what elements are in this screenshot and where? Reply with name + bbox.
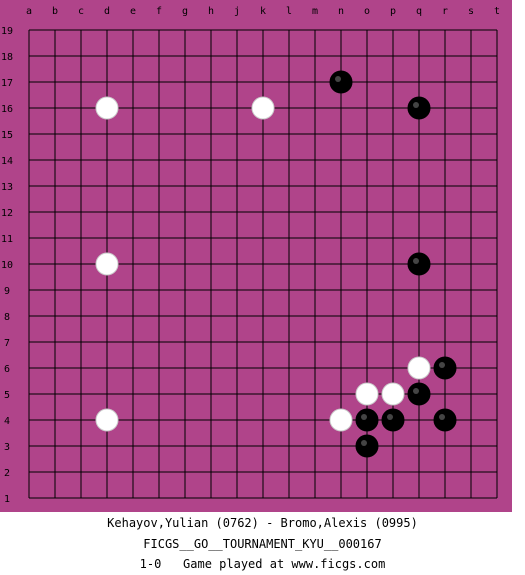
- row-label-11: 11: [1, 234, 13, 245]
- column-label-f: f: [156, 6, 162, 17]
- white-stone-d4: [95, 408, 119, 432]
- row-label-17: 17: [1, 78, 13, 89]
- column-label-p: p: [390, 6, 396, 17]
- white-stone-p5: [381, 382, 405, 406]
- column-label-h: h: [208, 6, 214, 17]
- black-stone-highlight: [413, 102, 419, 108]
- row-label-7: 7: [4, 338, 10, 349]
- black-stone-r6: [433, 356, 457, 380]
- row-label-9: 9: [4, 286, 10, 297]
- row-label-5: 5: [4, 390, 10, 401]
- black-stone-highlight: [439, 362, 445, 368]
- white-stone-q6: [407, 356, 431, 380]
- black-stone-highlight: [413, 388, 419, 394]
- white-stone-o5: [355, 382, 379, 406]
- row-label-4: 4: [4, 416, 10, 427]
- column-label-k: k: [260, 6, 266, 17]
- row-label-16: 16: [1, 104, 13, 115]
- black-stone-q10: [407, 252, 431, 276]
- column-label-m: m: [312, 6, 318, 17]
- result-caption: 1-0 Game played at www.ficgs.com: [139, 557, 386, 571]
- white-stone-n4: [329, 408, 353, 432]
- column-label-g: g: [182, 6, 188, 17]
- row-label-12: 12: [1, 208, 13, 219]
- column-label-l: l: [286, 6, 292, 17]
- black-stone-p4: [381, 408, 405, 432]
- row-label-6: 6: [4, 364, 10, 375]
- column-label-s: s: [468, 6, 474, 17]
- white-stone-d16: [95, 96, 119, 120]
- row-label-19: 19: [1, 26, 13, 37]
- white-stone-d10: [95, 252, 119, 276]
- black-stone-highlight: [361, 414, 367, 420]
- column-label-o: o: [364, 6, 370, 17]
- column-label-b: b: [52, 6, 58, 17]
- row-label-2: 2: [4, 468, 10, 479]
- tournament-caption: FICGS__GO__TOURNAMENT_KYU__000167: [143, 537, 382, 551]
- column-label-r: r: [442, 6, 448, 17]
- column-label-t: t: [494, 6, 500, 17]
- row-label-13: 13: [1, 182, 13, 193]
- black-stone-q16: [407, 96, 431, 120]
- black-stone-q5: [407, 382, 431, 406]
- players-caption: Kehayov,Yulian (0762) - Bromo,Alexis (09…: [107, 516, 418, 530]
- column-label-q: q: [416, 6, 422, 17]
- black-stone-highlight: [439, 414, 445, 420]
- column-label-c: c: [78, 6, 84, 17]
- row-label-8: 8: [4, 312, 10, 323]
- row-label-18: 18: [1, 52, 13, 63]
- column-label-e: e: [130, 6, 136, 17]
- black-stone-highlight: [361, 440, 367, 446]
- row-label-15: 15: [1, 130, 13, 141]
- row-label-10: 10: [1, 260, 13, 271]
- black-stone-r4: [433, 408, 457, 432]
- black-stone-highlight: [335, 76, 341, 82]
- column-label-j: j: [234, 6, 240, 17]
- row-label-14: 14: [1, 156, 13, 167]
- white-stone-k16: [251, 96, 275, 120]
- column-label-a: a: [26, 6, 32, 17]
- black-stone-highlight: [387, 414, 393, 420]
- column-label-n: n: [338, 6, 344, 17]
- column-label-d: d: [104, 6, 110, 17]
- black-stone-o3: [355, 434, 379, 458]
- black-stone-o4: [355, 408, 379, 432]
- black-stone-n17: [329, 70, 353, 94]
- black-stone-highlight: [413, 258, 419, 264]
- row-label-3: 3: [4, 442, 10, 453]
- row-label-1: 1: [4, 494, 10, 505]
